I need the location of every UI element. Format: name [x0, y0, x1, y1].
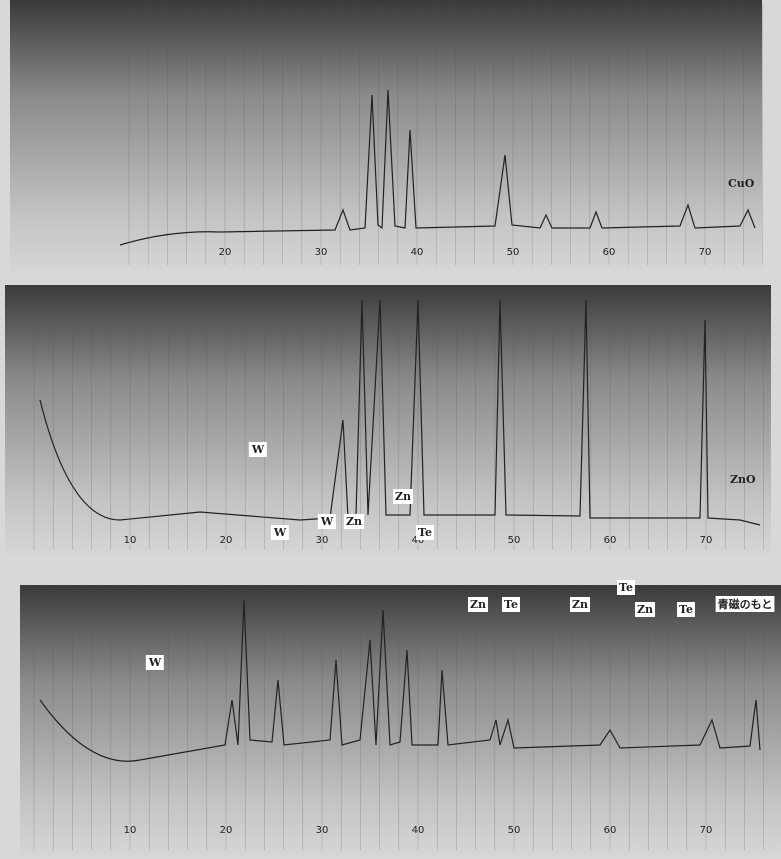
grid: [33, 5, 764, 850]
x-tick-label: 20: [219, 247, 232, 258]
sample-label: ZnO: [730, 473, 756, 486]
trace: [39, 599, 761, 762]
peak-label: W: [148, 656, 162, 669]
label-box: [392, 489, 414, 504]
label-box: [416, 525, 434, 540]
x-tick-label: 40: [412, 825, 425, 836]
label-box: [270, 525, 289, 540]
x-tick-label: 70: [699, 247, 712, 258]
label-box: [145, 655, 164, 670]
x-tick-label: 20: [220, 535, 233, 546]
peak-label: Te: [504, 598, 518, 611]
peak-label: Te: [619, 581, 633, 594]
x-tick-label: 30: [315, 247, 328, 258]
x-tick-label: 10: [124, 825, 137, 836]
peak-label: Te: [418, 526, 432, 539]
peak-label: Zn: [470, 598, 486, 611]
x-tick-label: 60: [604, 535, 617, 546]
peak-label: Zn: [637, 603, 653, 616]
x-tick-label: 70: [700, 825, 713, 836]
peak-label: Zn: [395, 490, 411, 503]
peak-label: 青磁のもと: [718, 597, 773, 611]
x-tick-label: 40: [412, 535, 425, 546]
x-tick-label: 30: [316, 535, 329, 546]
x-tick-label: 50: [508, 535, 521, 546]
x-tick-label: 20: [220, 825, 233, 836]
x-tick-label: 40: [411, 247, 424, 258]
peak-label: W: [273, 526, 287, 539]
peak-label: Zn: [572, 598, 588, 611]
x-tick-label: 60: [603, 247, 616, 258]
panel-background: [20, 585, 781, 857]
x-tick-label: 50: [508, 825, 521, 836]
label-box: [343, 514, 365, 529]
x-tick-label: 30: [316, 825, 329, 836]
x-tick-label: 60: [604, 825, 617, 836]
label-box: [677, 602, 695, 617]
x-tick-label: 50: [507, 247, 520, 258]
panel-background: [5, 285, 771, 555]
peak-label: Zn: [346, 515, 362, 528]
sample-label: CuO: [728, 177, 755, 190]
label-box: [617, 580, 635, 595]
x-tick-label: 70: [700, 535, 713, 546]
label-box: [569, 597, 591, 612]
trace: [39, 299, 761, 526]
label-box: [634, 602, 656, 617]
peak-label: W: [320, 515, 334, 528]
peak-label: W: [251, 443, 265, 456]
trace: [119, 89, 756, 246]
label-box: [248, 442, 267, 457]
label-box: [715, 596, 775, 612]
label-box: [502, 597, 520, 612]
label-box: [317, 514, 336, 529]
label-box: [467, 597, 489, 612]
x-tick-label: 10: [124, 535, 137, 546]
peak-label: Te: [679, 603, 693, 616]
